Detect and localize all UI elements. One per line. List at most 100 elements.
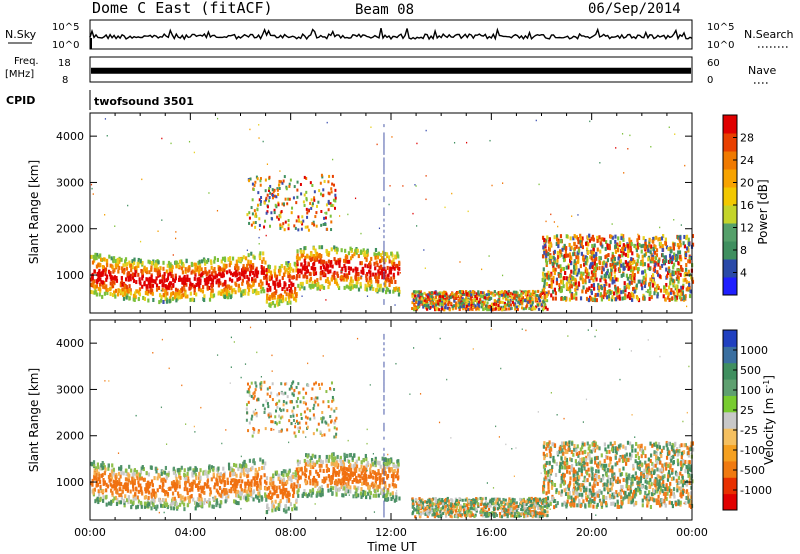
cell: [436, 292, 439, 296]
cell: [273, 194, 276, 198]
cell: [346, 454, 349, 459]
cell: [344, 472, 347, 477]
cell: [543, 293, 546, 297]
cell: [524, 290, 527, 294]
cell: [588, 279, 591, 284]
cell: [611, 251, 614, 256]
cell: [283, 265, 286, 270]
cell: [305, 176, 308, 180]
cell: [125, 468, 128, 473]
cell: [304, 480, 307, 485]
cell: [417, 294, 420, 298]
cell: [276, 188, 279, 192]
cell: [335, 462, 339, 467]
cell: [245, 481, 249, 486]
cell: [459, 261, 461, 263]
cell: [691, 242, 695, 247]
cell: [386, 464, 389, 469]
cell: [531, 292, 534, 296]
cell: [557, 264, 560, 269]
cell: [335, 261, 338, 266]
cell: [394, 254, 397, 259]
cell: [91, 482, 94, 487]
cell: [307, 209, 310, 213]
cell: [423, 303, 426, 307]
cell: [107, 474, 111, 479]
cell: [276, 215, 279, 219]
cell: [96, 482, 100, 487]
cell: [354, 248, 357, 253]
cell: [118, 481, 121, 486]
cell: [654, 245, 657, 250]
cell: [383, 188, 385, 191]
cell: [231, 272, 235, 277]
cell: [688, 285, 691, 290]
cell: [481, 291, 484, 295]
cell: [394, 484, 398, 489]
cell: [287, 227, 290, 231]
cell: [252, 221, 255, 225]
cell: [369, 467, 372, 472]
cell: [683, 234, 686, 239]
cell: [383, 276, 385, 280]
cell: [330, 479, 334, 484]
cell: [438, 294, 442, 298]
cell: [226, 284, 229, 289]
cell: [377, 275, 380, 280]
cell: [501, 300, 504, 304]
cell: [307, 261, 310, 266]
cell: [631, 266, 634, 271]
cell: [227, 257, 230, 262]
cell: [232, 468, 235, 473]
cell: [161, 504, 164, 509]
cell: [91, 478, 94, 483]
cell: [629, 248, 633, 253]
cell: [618, 294, 621, 299]
cell: [160, 471, 163, 476]
cell: [569, 236, 572, 241]
cell: [300, 220, 303, 224]
cell: [167, 472, 170, 477]
cell: [199, 475, 202, 480]
cell: [250, 479, 253, 484]
cell: [373, 261, 376, 266]
cell: [380, 265, 383, 270]
cell: [283, 488, 286, 493]
cell: [109, 472, 112, 477]
cell: [134, 496, 137, 501]
cell: [234, 290, 237, 295]
cell: [548, 257, 551, 262]
cell: [327, 285, 330, 290]
cell: [585, 257, 589, 262]
cell: [338, 469, 341, 474]
cell: [332, 272, 335, 277]
cell: [628, 296, 632, 301]
cell: [169, 281, 173, 286]
cell: [101, 270, 104, 275]
cell: [628, 240, 631, 245]
cell: [587, 272, 590, 277]
cell: [364, 255, 367, 260]
cell: [379, 252, 382, 257]
cell: [649, 277, 652, 282]
cell: [148, 270, 151, 275]
cell: [276, 282, 279, 287]
cell: [257, 290, 260, 295]
cell: [97, 492, 101, 497]
cell: [656, 270, 659, 275]
cell: [93, 468, 96, 473]
cpid-value: twofsound 3501: [94, 95, 194, 108]
cell: [584, 260, 587, 265]
cell: [171, 296, 175, 301]
cell: [300, 192, 303, 196]
cell: [252, 282, 255, 287]
cell: [384, 258, 387, 263]
cell: [461, 301, 464, 305]
cell: [230, 285, 233, 290]
cell: [622, 243, 625, 248]
cell: [573, 293, 576, 298]
cell: [354, 461, 357, 466]
cell: [324, 222, 327, 226]
cell: [360, 269, 363, 274]
cell: [113, 483, 116, 488]
